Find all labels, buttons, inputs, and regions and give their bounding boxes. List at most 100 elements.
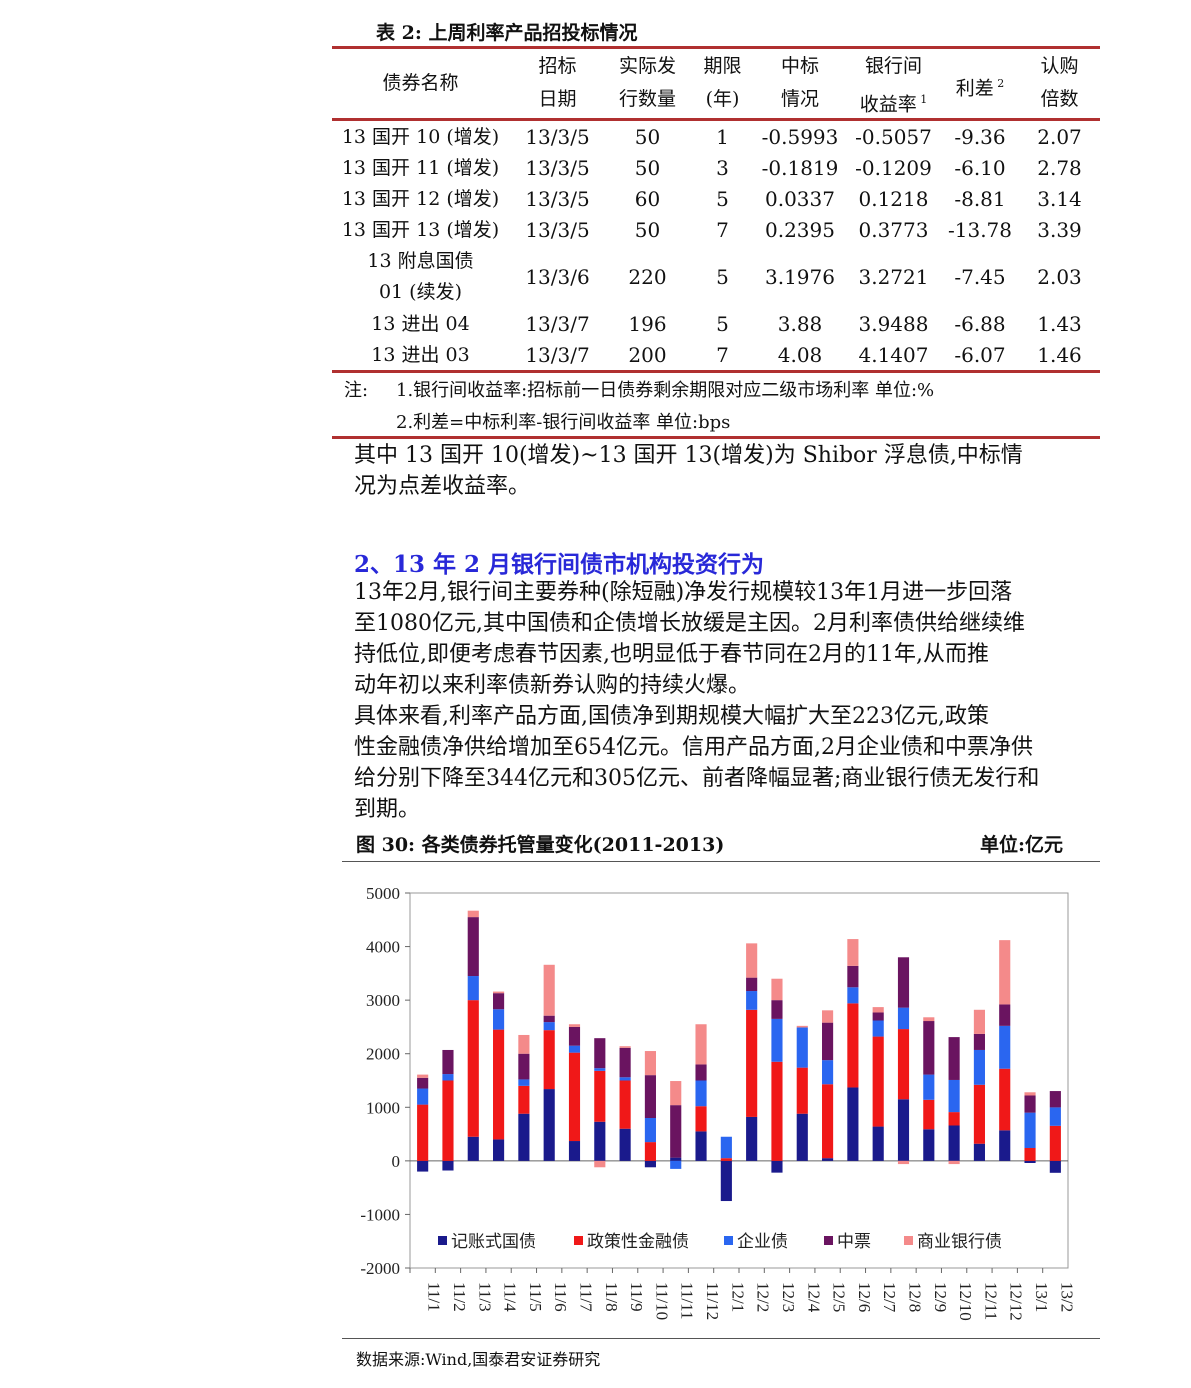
table-cell: 2.78 — [1037, 156, 1082, 180]
bar-segment — [493, 991, 505, 994]
table-cell: 50 — [634, 218, 661, 242]
bar-segment — [1024, 1092, 1036, 1096]
table-cell: -0.1209 — [855, 156, 932, 180]
x-tick-label: 11/7 — [577, 1282, 596, 1312]
bond-name-line: 01 (续发) — [378, 281, 463, 303]
bar-segment — [1049, 1125, 1061, 1161]
bar-segment — [897, 1099, 910, 1161]
bar-segment — [568, 1045, 581, 1053]
bar-segment — [720, 1136, 732, 1159]
x-tick-label: 11/6 — [551, 1282, 570, 1312]
table-cell: 13/3/7 — [525, 343, 590, 367]
table-cell: -9.36 — [954, 125, 1006, 149]
bar-segment — [644, 1118, 656, 1143]
bar-segment — [847, 1087, 859, 1161]
x-tick-label: 11/11 — [678, 1282, 697, 1319]
bar-segment — [442, 1049, 454, 1075]
table-cell: 13/3/5 — [525, 125, 590, 149]
footnote-marker: 1 — [916, 93, 928, 106]
x-tick-label: 11/12 — [703, 1282, 722, 1320]
bar-segment — [442, 1080, 454, 1161]
y-tick-label: 1000 — [366, 1098, 400, 1117]
bar-segment — [442, 1160, 454, 1171]
bar-segment — [493, 1139, 505, 1161]
bar-segment — [771, 1000, 783, 1019]
bar-segment — [695, 1106, 707, 1132]
legend-label: 企业债 — [737, 1232, 788, 1252]
bar-segment — [695, 1024, 707, 1065]
table-header-cell: 利差 2 — [944, 67, 1016, 105]
legend-label: 记账式国债 — [451, 1232, 536, 1252]
table-header-cell: 实际发 行数量 — [600, 50, 695, 116]
bar-segment — [822, 1060, 834, 1085]
bar-segment — [999, 1004, 1011, 1026]
bar-segment — [568, 1024, 581, 1027]
table-cell: -6.88 — [954, 312, 1006, 336]
bar-segment — [543, 1022, 555, 1031]
x-tick-label: 12/10 — [956, 1282, 975, 1321]
bar-segment — [1024, 1160, 1036, 1163]
bar-segment — [493, 993, 505, 1010]
figure-bottom-rule — [342, 1338, 1100, 1339]
bar-segment — [594, 1038, 606, 1069]
bar-segment — [644, 1160, 656, 1168]
table-cell: -13.78 — [947, 218, 1012, 242]
table-cell: -8.81 — [954, 187, 1006, 211]
bar-segment — [417, 1077, 429, 1089]
table-header-text: 日期 — [538, 88, 577, 110]
bar-segment — [1024, 1095, 1036, 1113]
figure-source: 数据来源:Wind,国泰君安证券研究 — [356, 1350, 601, 1369]
bar-segment — [796, 1067, 808, 1114]
table-bottom-rule — [332, 370, 1100, 373]
bar-segment — [746, 943, 758, 978]
table-header-text: 招标 — [538, 55, 577, 77]
bar-segment — [619, 1077, 631, 1081]
bar-segment — [695, 1064, 707, 1081]
table-header-text: 期限 — [703, 55, 742, 77]
bar-segment — [467, 976, 479, 1001]
table-header-cell: 银行间 收益率 1 — [846, 50, 941, 121]
legend-swatch — [574, 1236, 583, 1245]
bar-segment — [720, 1160, 732, 1202]
y-tick-label: -2000 — [360, 1259, 400, 1278]
bar-segment — [467, 910, 479, 918]
bar-segment — [1024, 1112, 1036, 1148]
intro-line: 其中 13 国开 10(增发)~13 国开 13(增发)为 Shibor 浮息债… — [354, 443, 1023, 468]
table-cell: -6.07 — [954, 343, 1006, 367]
bond-name-cell: 13 国开 13 (增发) — [341, 219, 500, 241]
bar-segment — [973, 1049, 985, 1085]
x-tick-label: 11/10 — [652, 1282, 671, 1320]
paragraph-line: 具体来看,利率产品方面,国债净到期规模大幅扩大至223亿元,政策 — [354, 704, 989, 729]
bar-segment — [948, 1112, 960, 1126]
y-tick-label: 5000 — [366, 884, 400, 903]
legend-swatch — [724, 1236, 733, 1245]
bar-segment — [670, 1160, 682, 1169]
plot-frame — [409, 892, 1069, 1269]
table-header-cell: 中标 情况 — [755, 50, 845, 116]
bar-segment — [872, 1007, 884, 1013]
table-header-cell: 期限 (年) — [690, 50, 755, 116]
table-cell: 13/3/5 — [525, 187, 590, 211]
bar-segment — [417, 1160, 429, 1172]
x-tick-label: 11/5 — [526, 1282, 545, 1312]
bar-segment — [746, 991, 758, 1010]
table-header-text: 情况 — [780, 88, 819, 110]
x-tick-label: 11/9 — [627, 1282, 646, 1312]
bar-segment — [973, 1084, 985, 1144]
table-cell: 5 — [716, 187, 729, 211]
bar-segment — [467, 1136, 479, 1161]
x-tick-label: 11/2 — [450, 1282, 469, 1312]
legend-label: 政策性金融债 — [587, 1232, 689, 1252]
table-header-text: 行数量 — [618, 88, 676, 110]
x-tick-label: 12/1 — [728, 1282, 747, 1312]
x-tick-label: 11/8 — [602, 1282, 621, 1312]
table-title: 表 2: 上周利率产品招投标情况 — [376, 22, 638, 44]
bar-segment — [644, 1142, 656, 1161]
table-cell: 2.03 — [1037, 265, 1082, 289]
bar-segment — [771, 978, 783, 1001]
table-cell: 5 — [716, 312, 729, 336]
table-cell: 3.9488 — [858, 312, 929, 336]
paragraph-line: 持低位,即便考虑春节因素,也明显低于春节同在2月的11年,从而推 — [354, 642, 989, 667]
bar-segment — [518, 1053, 530, 1080]
bar-segment — [973, 1009, 985, 1034]
